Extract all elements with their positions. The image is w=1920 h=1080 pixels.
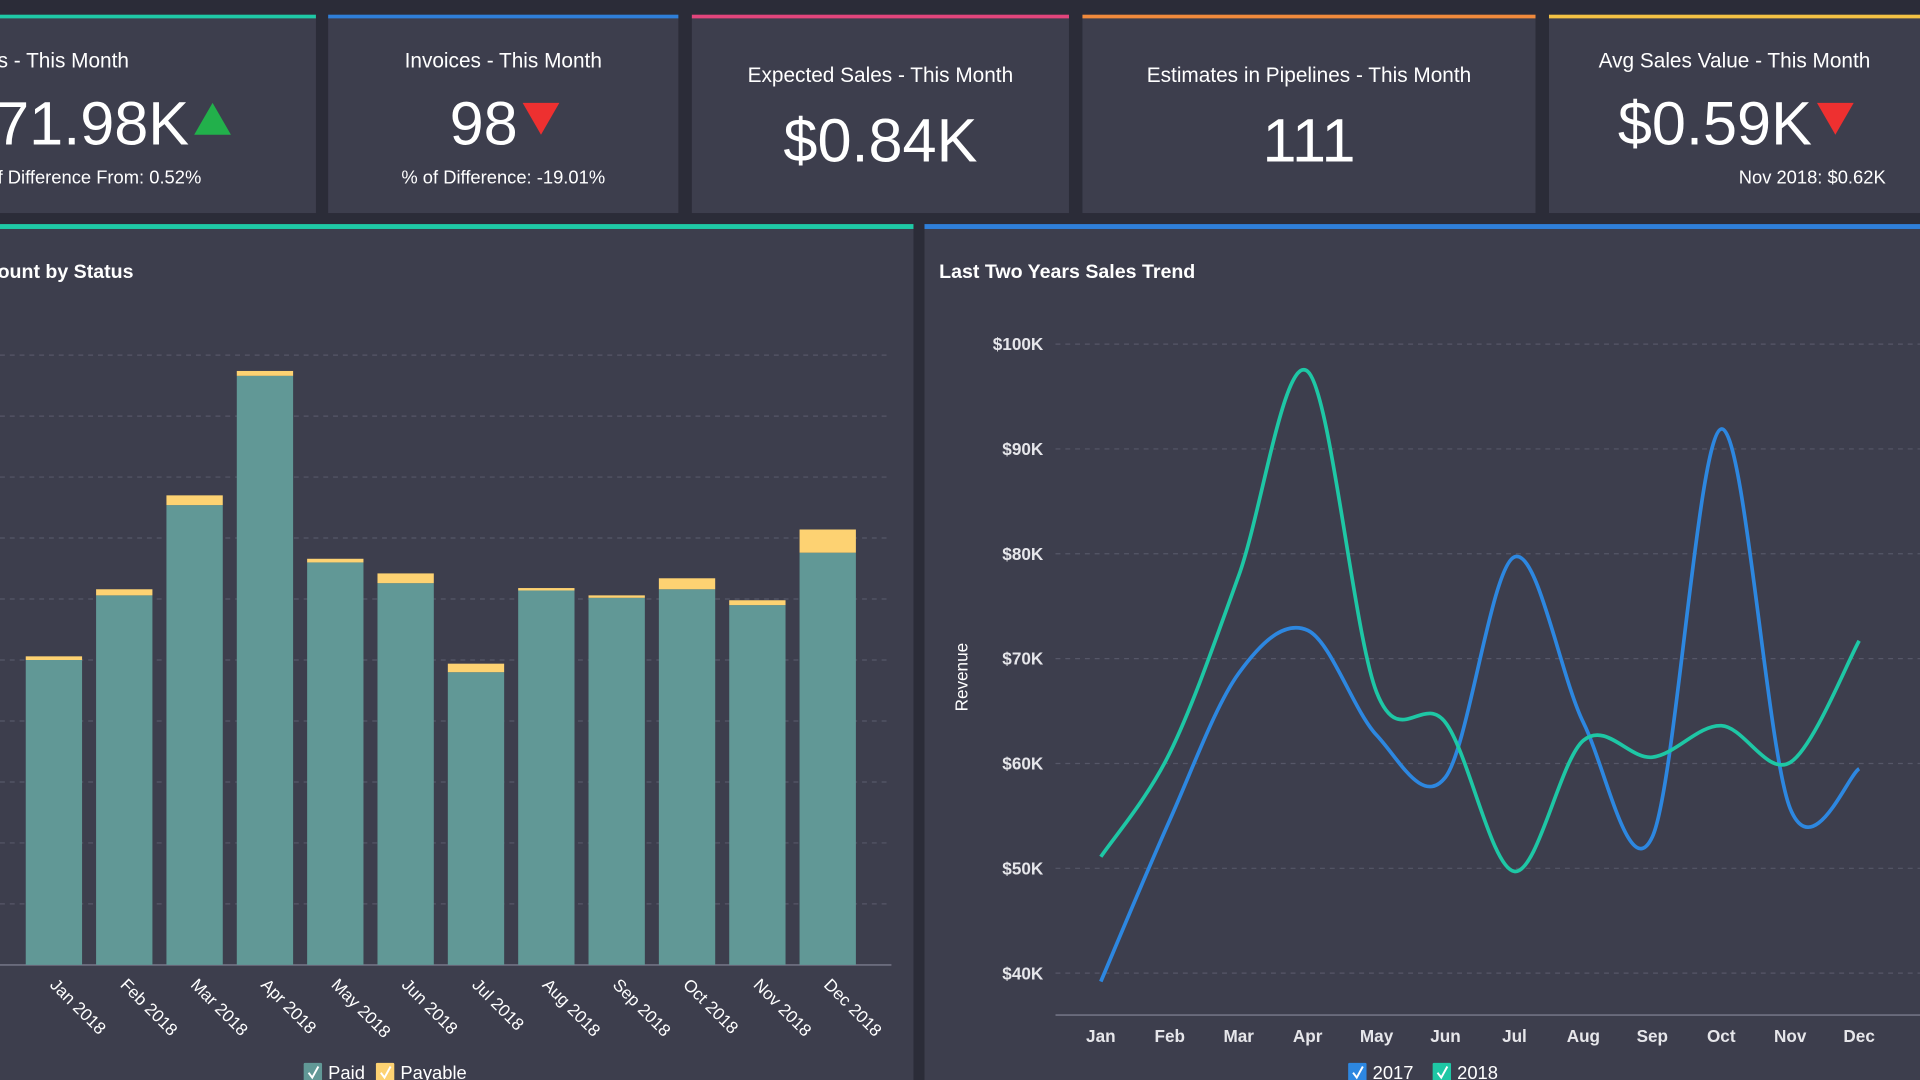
bar-segment — [96, 595, 153, 965]
kpi-card — [328, 17, 679, 214]
bar-segment — [236, 375, 294, 965]
legend-label: Payable — [400, 1062, 466, 1080]
y-tick-label: $80K — [1002, 544, 1044, 564]
kpi-value: 98 — [450, 89, 518, 157]
y-tick-label: $90K — [1002, 439, 1044, 459]
kpi-accent — [0, 14, 316, 19]
bar-segment — [799, 552, 856, 965]
kpi-accent — [328, 14, 679, 19]
bar-segment — [729, 600, 786, 606]
kpi-note: % of Difference: -19.01% — [401, 167, 605, 188]
bar-segment — [799, 529, 856, 553]
y-tick-label: $70K — [1002, 649, 1044, 669]
bar-segment — [377, 583, 434, 965]
kpi-card — [691, 17, 1069, 214]
kpi-accent — [1548, 14, 1920, 19]
y-tick-label: $50K — [1002, 858, 1044, 878]
bar-segment — [25, 660, 83, 965]
bar-segment — [588, 595, 645, 598]
kpi-note: f Difference From: 0.52% — [0, 167, 201, 188]
legend-check — [307, 1066, 320, 1080]
bar-segment — [658, 578, 716, 590]
bar-segment — [729, 605, 786, 965]
kpi-card — [1548, 17, 1920, 214]
legend-label: Paid — [328, 1062, 365, 1080]
x-tick-label: Aug — [1567, 1026, 1600, 1046]
y-axis-title: Revenue — [951, 643, 971, 712]
line-series — [1099, 427, 1861, 983]
kpi-accent — [1082, 14, 1536, 19]
x-tick-label: Jun — [1430, 1026, 1460, 1046]
bar-segment — [377, 573, 434, 584]
x-tick-label: Sep — [1637, 1026, 1668, 1046]
chart-title: Last Two Years Sales Trend — [939, 261, 1195, 283]
x-tick-label: Mar — [1223, 1026, 1254, 1046]
kpi-value: 111 — [1262, 107, 1355, 175]
chart-title: ount by Status — [0, 261, 134, 283]
kpi-title: Estimates in Pipelines - This Month — [1147, 64, 1471, 87]
bar-segment — [447, 663, 505, 673]
bar-segment — [588, 597, 645, 965]
x-tick-label: Jul — [1502, 1026, 1527, 1046]
kpi-accent — [691, 14, 1069, 19]
bar-segment — [518, 588, 575, 591]
legend-check — [1352, 1066, 1364, 1080]
legend-check — [1436, 1066, 1449, 1080]
y-tick-label: $100K — [993, 334, 1044, 354]
bar-segment — [96, 589, 153, 596]
bar-segment — [518, 590, 575, 965]
legend-check — [380, 1066, 392, 1080]
bar-segment — [166, 495, 223, 506]
kpi-title: s - This Month — [0, 49, 129, 72]
bar-segment — [166, 505, 223, 965]
kpi-title: Expected Sales - This Month — [748, 64, 1014, 87]
legend-label: 2018 — [1457, 1062, 1498, 1080]
x-tick-label: Nov — [1774, 1026, 1807, 1046]
x-tick-label: May — [1360, 1026, 1394, 1046]
bar-segment — [236, 370, 294, 376]
x-tick-label: Jan — [1086, 1026, 1116, 1046]
bar-segment — [658, 589, 716, 965]
kpi-card — [0, 17, 316, 214]
x-tick-label: Feb — [1155, 1026, 1185, 1046]
kpi-title: Invoices - This Month — [405, 49, 602, 72]
panel — [924, 225, 1920, 1080]
x-tick-label: Dec — [1843, 1026, 1875, 1046]
kpi-title: Avg Sales Value - This Month — [1599, 49, 1871, 72]
kpi-value: $0.84K — [783, 107, 977, 175]
trend-arrow — [522, 102, 560, 135]
kpi-value: 71.98K — [0, 89, 189, 157]
y-tick-label: $40K — [1002, 963, 1044, 983]
trend-arrow — [194, 102, 231, 135]
x-tick-label: Apr — [1293, 1026, 1323, 1046]
x-tick-label: Oct — [1707, 1026, 1736, 1046]
bar-segment — [25, 656, 83, 660]
bar-segment — [447, 672, 505, 965]
kpi-card — [1082, 17, 1536, 214]
kpi-note: Nov 2018: $0.62K — [1739, 167, 1887, 188]
bar-segment — [307, 558, 364, 563]
trend-arrow — [1816, 102, 1854, 135]
kpi-value: $0.59K — [1618, 89, 1812, 157]
legend-label: 2017 — [1373, 1062, 1414, 1080]
panel-accent — [0, 224, 914, 229]
line-series — [1099, 367, 1861, 874]
y-tick-label: $60K — [1002, 754, 1044, 774]
panel-accent — [924, 224, 1920, 229]
bar-segment — [307, 562, 364, 965]
